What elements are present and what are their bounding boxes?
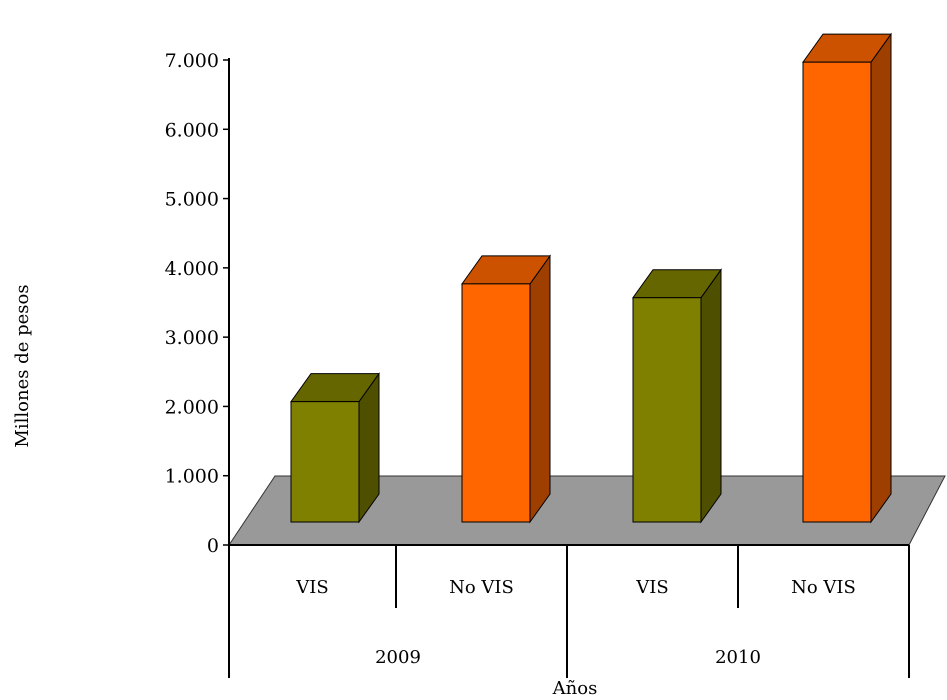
bar-side xyxy=(870,32,892,524)
y-tick-labels: 0 1.000 2.000 3.000 4.000 5.000 6.000 7.000 xyxy=(165,50,219,557)
y-tick-label: 5.000 xyxy=(165,189,219,211)
category-label: VIS xyxy=(635,577,668,598)
bar-side xyxy=(529,254,551,524)
x-axis-title: Años xyxy=(552,678,598,699)
group-label: 2010 xyxy=(715,647,761,668)
bar xyxy=(802,32,892,524)
y-tick-label: 7.000 xyxy=(165,50,219,72)
category-label: No VIS xyxy=(791,577,856,598)
bar-side xyxy=(700,268,722,524)
bar xyxy=(632,268,722,524)
bars xyxy=(290,32,892,524)
y-tick-label: 2.000 xyxy=(165,396,219,418)
bar-front xyxy=(461,283,531,523)
category-label: VIS xyxy=(295,577,328,598)
bar-front xyxy=(290,401,360,523)
category-axis: VIS No VIS 2009 VIS No VIS 2010 xyxy=(228,544,910,678)
y-tick-label: 3.000 xyxy=(165,327,219,349)
y-tick-label: 1.000 xyxy=(165,466,219,488)
category-label: No VIS xyxy=(449,577,514,598)
bar-front xyxy=(802,61,872,523)
bar xyxy=(461,254,551,524)
bar-front xyxy=(632,297,702,523)
group-label: 2009 xyxy=(375,647,421,668)
bar xyxy=(290,372,380,524)
y-axis-title: Millones de pesos xyxy=(12,284,33,447)
y-tick-label: 0 xyxy=(207,535,219,557)
y-tick-label: 4.000 xyxy=(165,258,219,280)
y-axis xyxy=(223,58,230,546)
y-tick-label: 6.000 xyxy=(165,119,219,141)
